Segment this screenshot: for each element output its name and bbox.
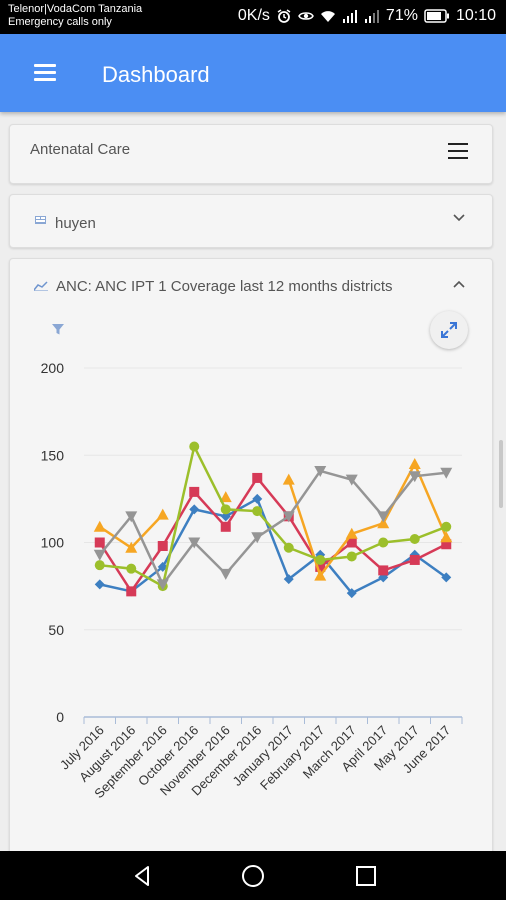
status-icons: 0K/s 71% 10:10 — [238, 7, 496, 25]
network-speed: 0K/s — [237, 7, 270, 24]
carrier-name: Telenor|VodaCom Tanzania — [8, 3, 143, 15]
org-unit-icon — [35, 216, 46, 224]
battery-percent: 71% — [385, 7, 418, 24]
menu-button[interactable] — [34, 64, 56, 82]
filter-icon[interactable] — [46, 317, 70, 341]
home-icon[interactable] — [239, 862, 267, 890]
chevron-up-icon[interactable] — [452, 279, 466, 289]
chart-card: ANC: ANC IPT 1 Coverage last 12 months d… — [9, 258, 493, 880]
eye-icon — [298, 12, 314, 20]
status-bar: Telenor|VodaCom Tanzania Emergency calls… — [0, 0, 506, 34]
carrier-sub: Emergency calls only — [8, 16, 112, 28]
chart-title: ANC: ANC IPT 1 Coverage last 12 months d… — [56, 278, 393, 295]
scrollbar[interactable] — [499, 440, 503, 508]
clock: 10:10 — [455, 7, 496, 24]
chevron-down-icon[interactable] — [452, 211, 466, 225]
nav-bar — [0, 851, 506, 900]
org-unit-label: huyen — [55, 215, 96, 232]
carrier-info: Telenor|VodaCom Tanzania Emergency calls… — [8, 3, 142, 29]
dashboard-title: Antenatal Care — [30, 141, 131, 158]
app-bar: Dashboard — [0, 34, 506, 112]
line-chart-icon — [34, 281, 48, 291]
dashboard-menu-icon[interactable] — [448, 143, 468, 159]
signal-2-icon — [364, 10, 379, 23]
org-unit-card[interactable]: huyen — [9, 194, 493, 248]
page-title: Dashboard — [102, 62, 210, 87]
wifi-icon — [320, 11, 335, 22]
expand-button[interactable] — [430, 311, 468, 349]
expand-icon — [441, 322, 457, 338]
back-icon[interactable] — [128, 862, 156, 890]
alarm-icon — [277, 9, 291, 23]
dashboard-selector-card[interactable]: Antenatal Care — [9, 124, 493, 184]
recents-icon[interactable] — [352, 862, 380, 890]
signal-icon — [342, 10, 357, 23]
battery-icon — [424, 9, 449, 23]
